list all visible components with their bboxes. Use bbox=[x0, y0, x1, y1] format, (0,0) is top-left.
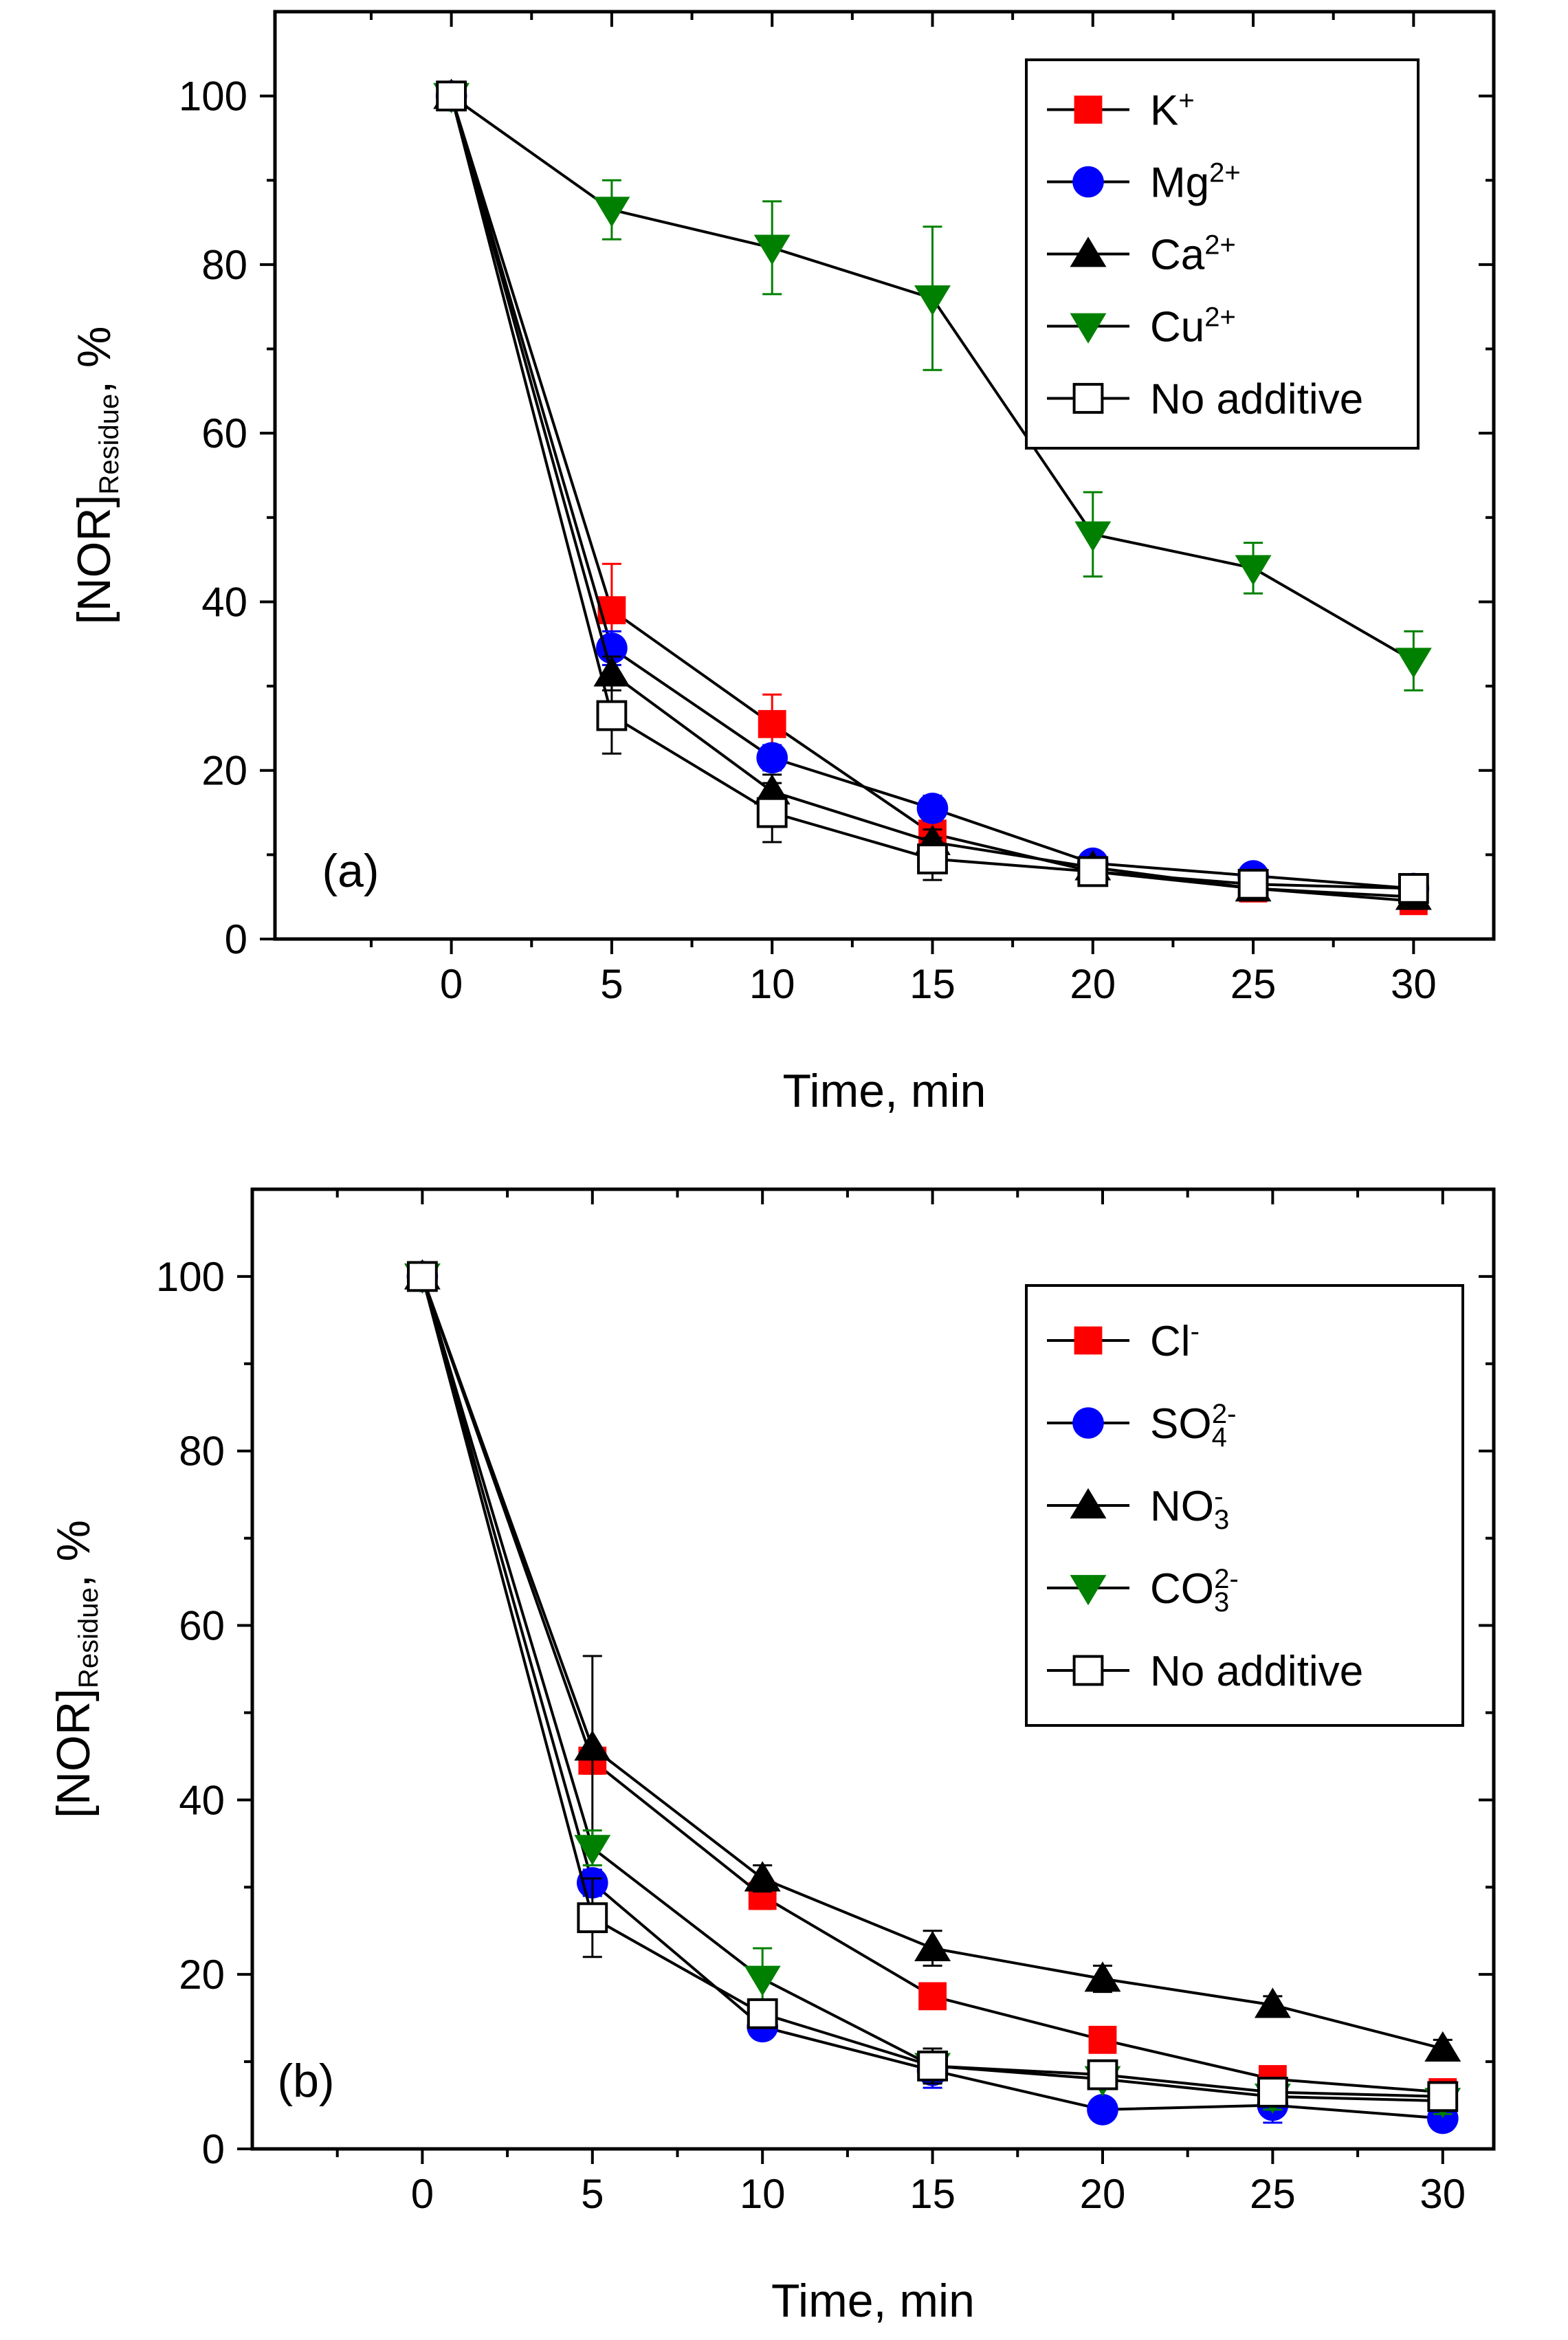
data-point-marker bbox=[574, 1730, 611, 1761]
data-point-marker bbox=[1254, 1987, 1291, 2018]
legend-label: CO32- bbox=[1150, 1564, 1239, 1618]
data-point-marker bbox=[1427, 2081, 1459, 2112]
y-tick-label: 0 bbox=[225, 916, 247, 962]
data-point-marker bbox=[1088, 2025, 1117, 2054]
legend-marker bbox=[1074, 96, 1103, 124]
x-tick-label: 0 bbox=[411, 2171, 434, 2217]
x-axis-title: Time, min bbox=[771, 2275, 975, 2327]
y-tick-label: 60 bbox=[201, 410, 247, 456]
data-point-marker bbox=[574, 1835, 611, 1866]
x-tick-label: 15 bbox=[909, 2171, 956, 2217]
chart-panel-a: 0 5 10 15 20 25 30 0 20 40 60 80 100 Time, min [NOR]Re… bbox=[68, 10, 1496, 1117]
data-point-marker bbox=[593, 197, 630, 228]
data-point-marker bbox=[1398, 873, 1429, 904]
legend-marker bbox=[1070, 1488, 1107, 1519]
y-tick-label: 0 bbox=[202, 2126, 225, 2172]
legend-label: Cu2+ bbox=[1150, 302, 1236, 351]
data-point-marker bbox=[758, 709, 786, 738]
data-point-marker bbox=[916, 793, 949, 824]
data-point-marker bbox=[917, 843, 948, 874]
x-tick-label: 15 bbox=[909, 961, 956, 1007]
y-axis-title: [NOR]Residue, % bbox=[68, 327, 124, 625]
x-tick-label: 10 bbox=[749, 961, 795, 1007]
legend-marker bbox=[1070, 236, 1107, 267]
legend-marker bbox=[1070, 313, 1107, 344]
data-point-marker bbox=[744, 1861, 781, 1892]
y-tick-label: 100 bbox=[156, 1254, 225, 1300]
x-tick-label: 10 bbox=[740, 2171, 786, 2217]
data-point-marker bbox=[1074, 521, 1112, 552]
x-tick-label: 25 bbox=[1230, 961, 1277, 1007]
y-tick-label: 20 bbox=[179, 1952, 225, 1998]
data-point-marker bbox=[436, 80, 467, 112]
legend-marker bbox=[1074, 1326, 1103, 1355]
data-point-marker bbox=[756, 797, 788, 828]
x-tick-label: 5 bbox=[581, 2171, 604, 2217]
data-point-marker bbox=[577, 1902, 608, 1934]
panel-label: (a) bbox=[322, 845, 379, 897]
legend-label: Cl- bbox=[1150, 1316, 1200, 1365]
legend-marker bbox=[1070, 1575, 1107, 1606]
x-tick-label: 20 bbox=[1080, 2171, 1126, 2217]
legend-label: K+ bbox=[1150, 86, 1195, 135]
y-tick-label: 20 bbox=[201, 748, 247, 794]
legend: Cl- SO42- NO3- CO32- No additive bbox=[1025, 1284, 1464, 1727]
data-point-marker bbox=[917, 2051, 948, 2082]
data-point-marker bbox=[744, 1965, 781, 1996]
data-point-marker bbox=[1237, 868, 1269, 900]
data-point-marker bbox=[1424, 2031, 1461, 2062]
legend-marker bbox=[1072, 1407, 1104, 1439]
y-tick-label: 80 bbox=[179, 1428, 225, 1475]
legend-label: SO42- bbox=[1150, 1399, 1236, 1453]
plot-frame bbox=[250, 1187, 1496, 2151]
data-point-marker bbox=[756, 742, 788, 774]
data-point-marker bbox=[1084, 1961, 1121, 1992]
x-tick-label: 20 bbox=[1070, 961, 1116, 1007]
legend-marker bbox=[1072, 1655, 1104, 1686]
y-tick-label: 100 bbox=[179, 74, 247, 120]
y-tick-label: 80 bbox=[201, 242, 247, 288]
series-3 bbox=[433, 82, 1432, 692]
y-tick-label: 60 bbox=[179, 1603, 225, 1649]
x-tick-label: 30 bbox=[1420, 2171, 1466, 2217]
data-point-marker bbox=[1395, 648, 1432, 678]
data-point-marker bbox=[918, 1982, 947, 2011]
series-4 bbox=[406, 1261, 1459, 2112]
y-tick-label: 40 bbox=[179, 1777, 225, 1823]
legend: K+ Mg2+ Ca2+ Cu2+ No additive bbox=[1025, 58, 1420, 450]
data-point-marker bbox=[596, 700, 628, 731]
legend-marker bbox=[1072, 383, 1104, 414]
legend-label: NO3- bbox=[1150, 1481, 1229, 1535]
x-tick-label: 5 bbox=[600, 961, 623, 1007]
legend-label: Mg2+ bbox=[1150, 158, 1241, 207]
y-tick-label: 40 bbox=[201, 579, 247, 625]
data-point-marker bbox=[1087, 2059, 1118, 2090]
y-axis-title: [NOR]Residue, % bbox=[47, 1520, 104, 1818]
panel-label: (b) bbox=[277, 2055, 334, 2107]
chart-panel-b: 0 5 10 15 20 25 30 0 20 40 60 80 100 Time, min [NOR]Re… bbox=[47, 1187, 1496, 2327]
data-point-marker bbox=[914, 285, 951, 316]
x-tick-label: 30 bbox=[1391, 961, 1437, 1007]
series-4 bbox=[436, 80, 1429, 904]
data-point-marker bbox=[1257, 2077, 1288, 2108]
data-point-marker bbox=[406, 1261, 438, 1292]
x-axis-title: Time, min bbox=[783, 1065, 986, 1117]
plot-frame bbox=[273, 10, 1496, 941]
legend-label: No additive bbox=[1150, 376, 1363, 423]
data-point-marker bbox=[747, 1998, 778, 2029]
x-tick-label: 0 bbox=[440, 961, 463, 1007]
data-point-marker bbox=[1077, 856, 1109, 887]
data-point-marker bbox=[1235, 555, 1272, 586]
x-tick-label: 25 bbox=[1250, 2171, 1296, 2217]
legend-label: Ca2+ bbox=[1150, 230, 1236, 279]
legend-marker bbox=[1072, 166, 1104, 198]
data-point-marker bbox=[753, 234, 791, 265]
legend-label: No additive bbox=[1150, 1648, 1363, 1695]
data-point-marker bbox=[914, 1930, 951, 1962]
data-point-marker bbox=[1087, 2094, 1118, 2126]
